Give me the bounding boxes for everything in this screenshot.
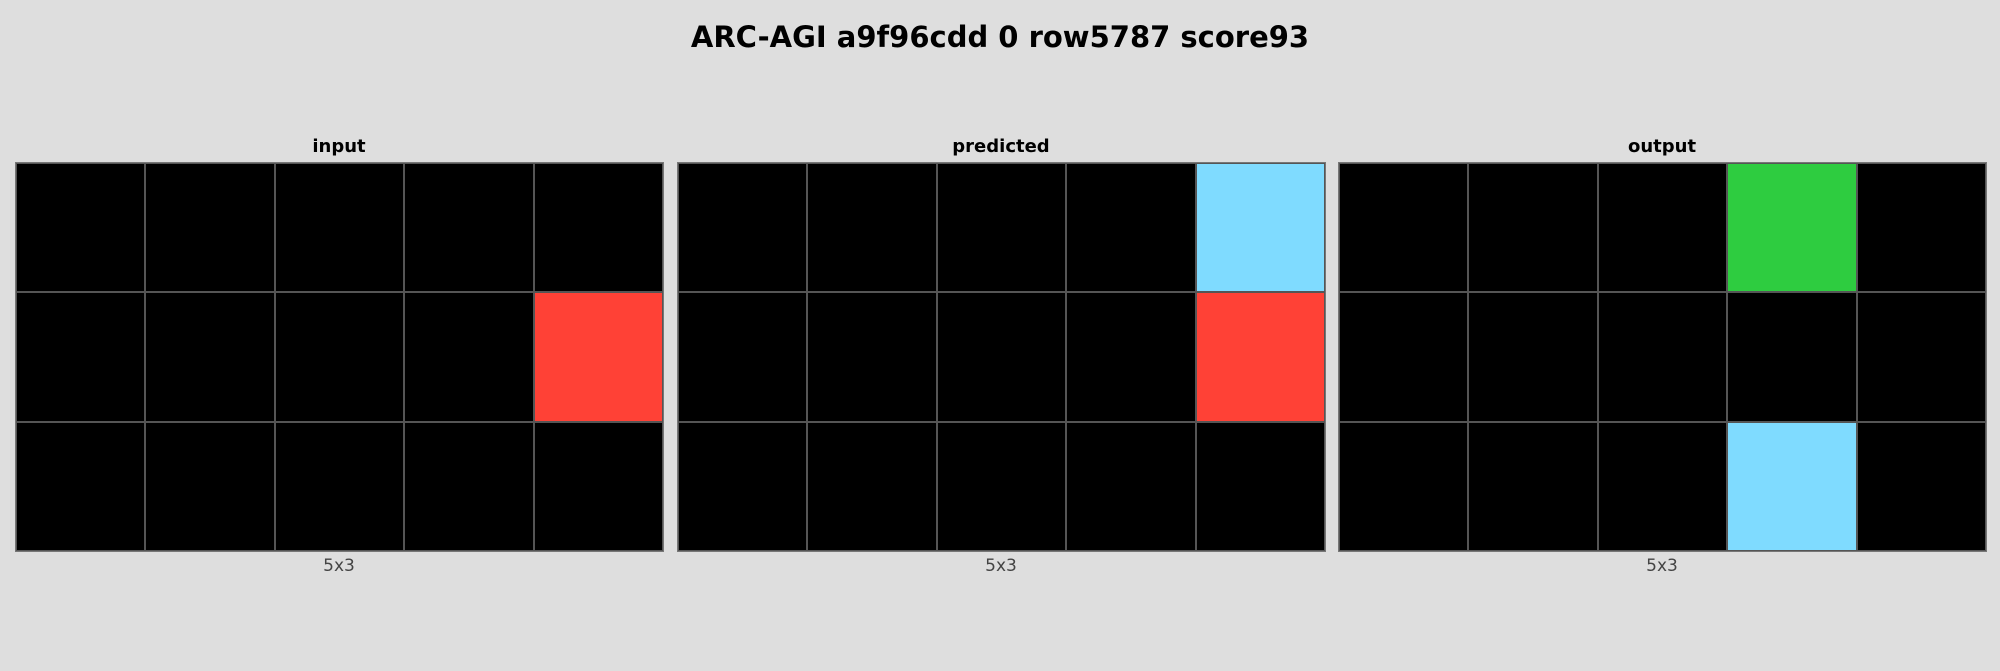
grid-cell <box>1727 421 1857 551</box>
grid-cell <box>807 163 937 293</box>
grid-dimensions: 5x3 <box>1646 556 1678 576</box>
input-grid <box>15 162 664 552</box>
grid-cell <box>1597 163 1728 293</box>
grid-cell <box>274 163 405 293</box>
grid-cell <box>1597 421 1728 551</box>
grid-cell <box>678 292 808 422</box>
grid-cell <box>936 292 1067 422</box>
grid-cell <box>1339 292 1469 422</box>
grid-cell <box>1468 163 1598 293</box>
grid-cell <box>807 292 937 422</box>
grid-cell <box>1066 421 1196 551</box>
grid-cell <box>1066 163 1196 293</box>
panel-label: predicted <box>952 136 1050 157</box>
grid-cell <box>936 421 1067 551</box>
grid-cell <box>1856 292 1986 422</box>
grid-cell <box>145 421 275 551</box>
grid-cell <box>274 421 405 551</box>
grid-cell <box>1856 421 1986 551</box>
grid-cell <box>1195 421 1325 551</box>
grid-cell <box>1195 292 1325 422</box>
predicted-grid <box>677 162 1326 552</box>
grid-cell <box>1597 292 1728 422</box>
grid-cell <box>936 163 1067 293</box>
grid-cell <box>1727 163 1857 293</box>
grid-cell <box>404 163 534 293</box>
panel-input: input 5x3 <box>15 136 664 576</box>
grid-cell <box>678 421 808 551</box>
panel-label: input <box>312 136 366 157</box>
grid-cell <box>533 292 663 422</box>
grid-cell <box>533 163 663 293</box>
panel-predicted: predicted 5x3 <box>677 136 1326 576</box>
grid-cell <box>678 163 808 293</box>
grid-cell <box>807 421 937 551</box>
grid-cell <box>1468 421 1598 551</box>
grid-cell <box>533 421 663 551</box>
grid-cell <box>1195 163 1325 293</box>
grid-cell <box>274 292 405 422</box>
grid-cell <box>16 163 146 293</box>
grid-cell <box>404 292 534 422</box>
panel-output: output 5x3 <box>1338 136 1987 576</box>
grid-cell <box>1339 421 1469 551</box>
grid-dimensions: 5x3 <box>323 556 355 576</box>
grid-cell <box>1468 292 1598 422</box>
panel-label: output <box>1627 136 1697 157</box>
grid-cell <box>1727 292 1857 422</box>
grid-cell <box>1066 292 1196 422</box>
grid-dimensions: 5x3 <box>985 556 1017 576</box>
grid-cell <box>1856 163 1986 293</box>
grid-cell <box>16 421 146 551</box>
grid-cell <box>145 163 275 293</box>
grid-cell <box>1339 163 1469 293</box>
grid-cell <box>404 421 534 551</box>
figure-title: ARC-AGI a9f96cdd 0 row5787 score93 <box>690 20 1310 54</box>
grid-cell <box>145 292 275 422</box>
grid-cell <box>16 292 146 422</box>
output-grid <box>1338 162 1987 552</box>
